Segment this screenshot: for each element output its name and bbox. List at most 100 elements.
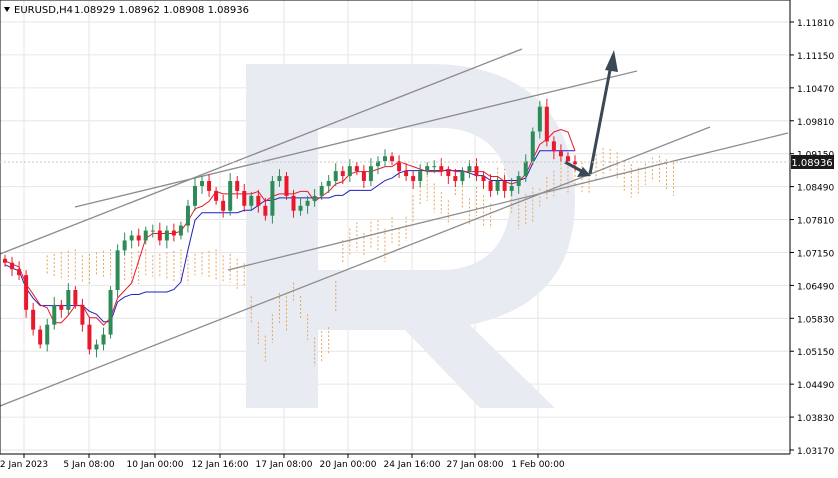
x-tick-label: 5 Jan 08:00 <box>63 460 115 470</box>
candle-body <box>263 205 268 216</box>
x-tick-label: 24 Jan 16:00 <box>384 460 441 470</box>
candle-body <box>122 240 127 251</box>
x-tick-label: 2 Jan 2023 <box>0 460 48 470</box>
tenkan-sen-line <box>4 128 576 326</box>
candle-body <box>178 225 183 236</box>
candle-body <box>94 344 99 350</box>
y-tick-label: 1.04490 <box>797 381 834 391</box>
candle-body <box>573 161 577 165</box>
candle-body <box>432 166 437 168</box>
candle-body <box>326 181 331 186</box>
candle-body <box>319 185 324 196</box>
candle-body <box>537 106 542 132</box>
candle-body <box>347 166 352 177</box>
watermark-logo <box>246 64 575 408</box>
x-tick-label: 27 Jan 08:00 <box>447 460 504 470</box>
candle-body <box>129 235 134 241</box>
candle-body <box>256 195 261 206</box>
candle-body <box>411 176 416 182</box>
candle-body <box>150 230 155 232</box>
candle-body <box>66 289 71 310</box>
x-tick-label: 10 Jan 00:00 <box>127 460 184 470</box>
candle-body <box>530 131 535 162</box>
candle-body <box>383 156 387 162</box>
y-tick-label: 1.09810 <box>797 118 834 128</box>
candle-body <box>171 230 176 236</box>
y-tick-label: 1.07810 <box>797 217 834 227</box>
price-badge-text: 1.08936 <box>791 158 832 169</box>
candle-body <box>481 176 486 182</box>
candle-body <box>312 195 317 201</box>
forecast-up-arrow-line <box>588 64 613 175</box>
candlestick-series <box>3 98 577 358</box>
forecast-up-arrowhead <box>605 50 618 72</box>
candle-body <box>502 181 507 191</box>
y-tick-label: 1.05150 <box>797 348 834 358</box>
candle-body <box>143 230 148 241</box>
candle-body <box>390 156 395 162</box>
candle-body <box>221 200 226 211</box>
price-badge: 1.08936 <box>791 155 834 169</box>
x-tick-label: 1 Feb 00:00 <box>511 460 565 470</box>
candle-body <box>284 176 289 196</box>
candle-body <box>87 324 92 350</box>
y-tick-label: 1.11150 <box>797 52 834 62</box>
y-tick-label: 1.10470 <box>797 85 834 95</box>
candle-body <box>270 181 275 216</box>
candle-body <box>404 171 409 177</box>
symbol-label: EURUSD,H4 <box>14 5 73 16</box>
lower-channel-line <box>0 126 711 407</box>
candle-body <box>340 171 345 177</box>
time-axis[interactable]: 2 Jan 2023 5 Jan 08:00 10 Jan 00:00 12 Jan … <box>0 454 565 470</box>
candle-body <box>242 190 247 206</box>
x-tick-label: 12 Jan 16:00 <box>192 460 249 470</box>
candle-body <box>3 258 7 263</box>
candle-body <box>17 269 22 276</box>
candle-body <box>136 235 141 241</box>
candle-body <box>38 329 43 345</box>
candle-body <box>164 230 169 241</box>
dropdown-triangle-icon <box>4 7 10 12</box>
candle-body <box>467 166 472 172</box>
candle-body <box>333 171 338 182</box>
ohlc-values: 1.08929 1.08962 1.08908 1.08936 <box>74 5 249 16</box>
axes-frame <box>0 0 791 455</box>
candle-body <box>31 309 36 330</box>
candle-body <box>453 176 458 182</box>
candle-body <box>207 181 212 191</box>
chart-header: EURUSD,H4 1.08929 1.08962 1.08908 1.0893… <box>4 5 249 16</box>
candle-body <box>425 166 430 172</box>
candle-body <box>418 171 423 182</box>
candle-body <box>185 205 190 226</box>
candle-body <box>108 289 113 335</box>
candle-body <box>228 181 233 211</box>
kijun-sen-line <box>4 150 575 323</box>
candle-body <box>375 161 380 167</box>
candle-body <box>446 171 451 177</box>
candle-body <box>193 185 197 206</box>
candle-body <box>249 195 254 206</box>
y-tick-label: 1.11810 <box>797 19 834 29</box>
candle-body <box>101 334 106 345</box>
candle-body <box>565 156 570 162</box>
candle-body <box>157 230 162 241</box>
candle-body <box>200 181 205 186</box>
trend-lines <box>0 48 789 407</box>
candle-body <box>305 200 310 206</box>
candle-body <box>439 166 444 172</box>
mid-channel-line <box>74 70 638 208</box>
candle-body <box>115 250 120 290</box>
candle-body <box>509 185 514 191</box>
y-tick-label: 1.07150 <box>797 249 834 259</box>
candle-body <box>10 262 15 270</box>
candle-body <box>24 275 29 310</box>
x-tick-label: 17 Jan 08:00 <box>256 460 313 470</box>
forecast-arrows <box>564 50 618 177</box>
candle-body <box>277 176 282 182</box>
candle-body <box>495 181 500 191</box>
candle-body <box>460 171 465 182</box>
candle-body <box>551 141 556 152</box>
y-tick-label: 1.03170 <box>797 447 834 457</box>
